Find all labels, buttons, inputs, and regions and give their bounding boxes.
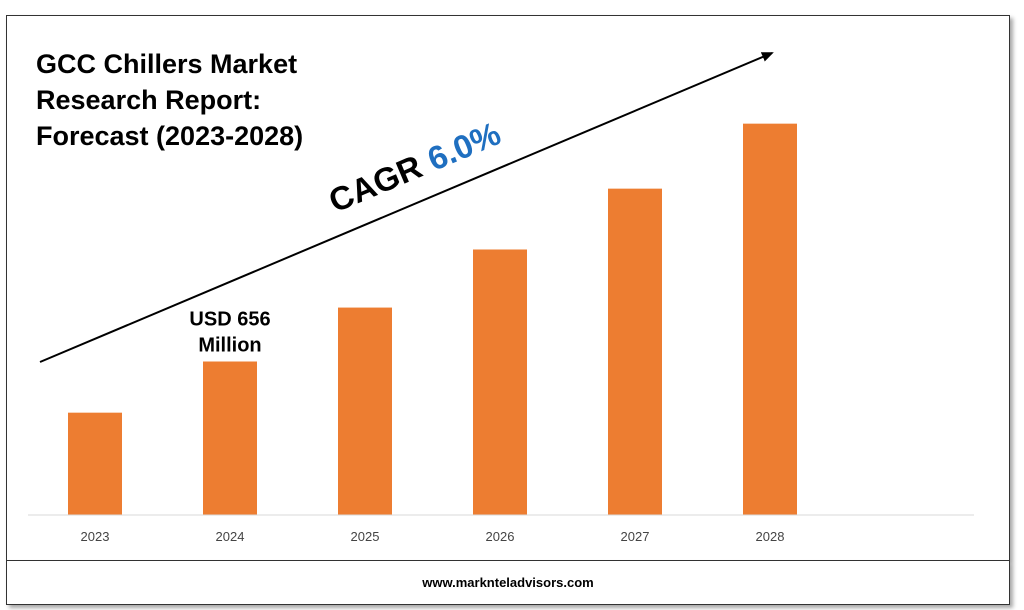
bars-layer	[68, 123, 797, 516]
x-tick-2028: 2028	[756, 529, 785, 544]
title-line-1: GCC Chillers Market	[36, 49, 298, 79]
x-tick-2027: 2027	[621, 529, 650, 544]
x-tick-2024: 2024	[216, 529, 245, 544]
data-label-2024-line-2: Million	[198, 335, 261, 357]
x-tick-2025: 2025	[351, 529, 380, 544]
cagr-label-text: CAGR	[323, 147, 427, 219]
x-tick-2023: 2023	[81, 529, 110, 544]
bar-2024	[203, 361, 257, 515]
x-tick-2026: 2026	[486, 529, 515, 544]
footer-url: www.marknteladvisors.com	[422, 575, 594, 590]
title-line-3: Forecast (2023-2028)	[36, 121, 304, 151]
footer: www.marknteladvisors.com	[6, 561, 1010, 605]
bar-2027	[608, 188, 662, 516]
bar-2028	[743, 123, 797, 515]
bar-2025	[338, 307, 392, 515]
chart-title: GCC Chillers Market Research Report: For…	[36, 46, 366, 154]
x-tick-labels: 2023 2024 2025 2026 2027 2028	[81, 529, 785, 544]
annotations-layer: USD 656 Million	[189, 309, 270, 357]
cagr-value: 6.0%	[422, 114, 506, 177]
growth-trend-arrow	[39, 52, 774, 363]
bar-2026	[473, 249, 527, 515]
title-line-2: Research Report:	[36, 85, 262, 115]
bar-2023	[68, 412, 122, 515]
data-label-2024-line-1: USD 656	[189, 309, 270, 331]
